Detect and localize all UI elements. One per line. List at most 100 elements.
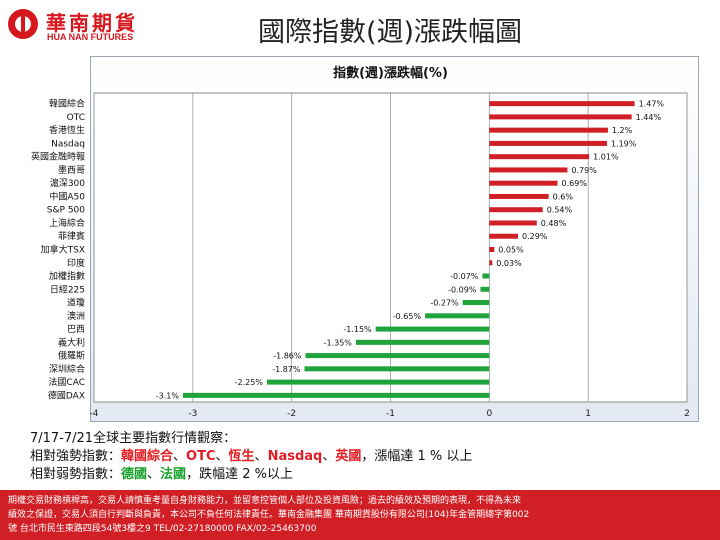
x-tick-label: -1 bbox=[386, 409, 395, 419]
category-label: 德國DAX bbox=[48, 389, 85, 401]
category-label: 加拿大TSX bbox=[41, 244, 85, 256]
disclaimer-line-1: 期權交易財務槓桿高，交易人請慎重考量自身財務能力，並留意控管個人部位及投資風險；… bbox=[8, 496, 522, 506]
negative-bar bbox=[482, 273, 490, 279]
data-label: -1.15% bbox=[343, 325, 372, 334]
negative-bar bbox=[355, 339, 490, 345]
data-label: -1.87% bbox=[272, 365, 301, 374]
weak-index-item: 法國 bbox=[160, 467, 187, 482]
data-label: -0.09% bbox=[448, 285, 477, 294]
list-separator: 、 bbox=[173, 449, 187, 464]
category-label: 上海綜合 bbox=[49, 217, 85, 229]
weak-index-item: 德國 bbox=[121, 467, 148, 482]
category-label: 俄羅斯 bbox=[58, 350, 85, 362]
category-label: 菲律賓 bbox=[58, 230, 85, 242]
positive-bar bbox=[489, 247, 495, 252]
page-title: 國際指數(週)漲跌幅圖 bbox=[257, 17, 523, 48]
disclaimer-line-3: 號 台北市民生東路四段54號3樓之9 TEL/02-27180000 FAX/0… bbox=[8, 524, 317, 534]
positive-bar bbox=[489, 114, 632, 120]
category-label: OTC bbox=[67, 113, 85, 123]
x-tick-label: 0 bbox=[486, 409, 492, 419]
bar-chart: 指數(週)漲跌幅(%) -4 -3 -2 -1 0 1 2 1.47% 韓國綜合 1.44% OTC 1… bbox=[31, 65, 690, 419]
x-tick-label: 2 bbox=[684, 409, 690, 419]
category-label: S&P 500 bbox=[47, 206, 85, 216]
strong-index-item: 恆生 bbox=[228, 449, 255, 464]
summary-weak-line: 相對弱勢指數：德國、法國，跌幅達 2 %以上 bbox=[30, 466, 710, 484]
x-tick-label: 1 bbox=[585, 409, 591, 419]
strong-index-item: Nasdaq bbox=[267, 449, 323, 464]
company-logo: 華南期貨 HUA NAN FUTURES bbox=[8, 8, 198, 44]
data-label: 0.03% bbox=[496, 259, 522, 268]
data-label: -0.07% bbox=[450, 272, 479, 281]
data-label: -0.65% bbox=[393, 312, 422, 321]
weak-index-list: 德國、法國 bbox=[121, 467, 186, 482]
x-tick-label: -3 bbox=[188, 409, 197, 419]
weak-suffix: ，跌幅達 2 %以上 bbox=[186, 467, 293, 482]
category-label: 韓國綜合 bbox=[49, 98, 85, 110]
negative-bar bbox=[266, 379, 490, 385]
list-separator: 、 bbox=[322, 449, 336, 464]
negative-bar bbox=[480, 286, 490, 292]
strong-index-item: OTC bbox=[186, 449, 216, 464]
summary-intro: 7/17-7/21全球主要指數行情觀察： bbox=[30, 431, 237, 446]
category-label: 深圳綜合 bbox=[49, 363, 85, 375]
summary-strong-line: 相對強勢指數：韓國綜合、OTC、恆生、Nasdaq、英國，漲幅達 1 % 以上 bbox=[30, 448, 710, 466]
positive-bar bbox=[489, 167, 568, 173]
positive-bar bbox=[489, 193, 549, 199]
category-label: 法國CAC bbox=[48, 376, 85, 388]
category-label: 義大利 bbox=[58, 336, 85, 348]
negative-bar bbox=[304, 366, 490, 372]
x-tick-label: -2 bbox=[287, 409, 296, 419]
market-summary: 7/17-7/21全球主要指數行情觀察： 相對強勢指數：韓國綜合、OTC、恆生、… bbox=[30, 430, 710, 484]
data-label: 1.2% bbox=[612, 126, 633, 135]
data-label: 1.44% bbox=[636, 113, 662, 122]
positive-bar bbox=[489, 101, 635, 107]
category-label: 滬深300 bbox=[50, 177, 85, 189]
data-label: 0.48% bbox=[541, 219, 567, 228]
data-label: 0.6% bbox=[553, 192, 574, 201]
category-label: 道瓊 bbox=[67, 297, 85, 309]
positive-bar bbox=[489, 233, 518, 239]
positive-bar bbox=[489, 154, 590, 160]
data-label: 0.05% bbox=[498, 246, 524, 255]
data-label: 1.47% bbox=[639, 100, 665, 109]
category-label: 中國A50 bbox=[49, 190, 85, 202]
data-label: 0.79% bbox=[571, 166, 597, 175]
negative-bar bbox=[182, 392, 490, 398]
category-label: 香港恆生 bbox=[49, 124, 85, 136]
logo-mark-icon bbox=[8, 9, 38, 39]
data-label: 1.19% bbox=[611, 139, 637, 148]
list-separator: 、 bbox=[147, 467, 161, 482]
negative-bar bbox=[375, 326, 490, 332]
positive-bar bbox=[489, 180, 558, 186]
positive-bar bbox=[489, 207, 543, 213]
data-label: -3.1% bbox=[156, 391, 180, 400]
logo-english-text: HUA NAN FUTURES bbox=[47, 32, 134, 42]
disclaimer-line-2: 績效之保證，交易人須自行判斷與負責，本公司不負任何法律責任。華南金融集團 華南期… bbox=[8, 510, 530, 520]
strong-suffix: ，漲幅達 1 % 以上 bbox=[361, 449, 473, 464]
data-label: -0.27% bbox=[430, 299, 459, 308]
strong-index-item: 韓國綜合 bbox=[121, 449, 174, 464]
positive-bar bbox=[489, 220, 537, 226]
strong-index-list: 韓國綜合、OTC、恆生、Nasdaq、英國 bbox=[121, 449, 361, 464]
category-label: 加權指數 bbox=[49, 270, 85, 282]
data-label: 0.69% bbox=[562, 179, 588, 188]
x-tick-label: -4 bbox=[90, 409, 99, 419]
category-label: 日經225 bbox=[50, 283, 85, 295]
category-label: 印度 bbox=[67, 257, 85, 269]
weak-prefix: 相對弱勢指數： bbox=[30, 467, 122, 482]
category-label: 澳洲 bbox=[67, 310, 85, 322]
positive-bar bbox=[489, 140, 607, 146]
category-label: Nasdaq bbox=[51, 139, 85, 149]
logo-chinese-text: 華南期貨 bbox=[46, 11, 138, 35]
disclaimer-footer: 期權交易財務槓桿高，交易人請慎重考量自身財務能力，並留意控管個人部位及投資風險；… bbox=[0, 490, 720, 540]
chart-frame: 指數(週)漲跌幅(%) -4 -3 -2 -1 0 1 2 1.47% 韓國綜合 1.44% OTC 1… bbox=[31, 56, 699, 422]
chart-title: 指數(週)漲跌幅(%) bbox=[333, 65, 448, 81]
strong-index-item: 英國 bbox=[335, 449, 362, 464]
data-label: 0.29% bbox=[522, 232, 548, 241]
strong-prefix: 相對強勢指數： bbox=[30, 449, 122, 464]
data-label: 0.54% bbox=[547, 206, 573, 215]
data-label: -1.86% bbox=[273, 352, 302, 361]
category-label: 巴西 bbox=[67, 324, 85, 335]
positive-bar bbox=[489, 127, 608, 133]
category-label: 英國金融時報 bbox=[31, 151, 85, 163]
